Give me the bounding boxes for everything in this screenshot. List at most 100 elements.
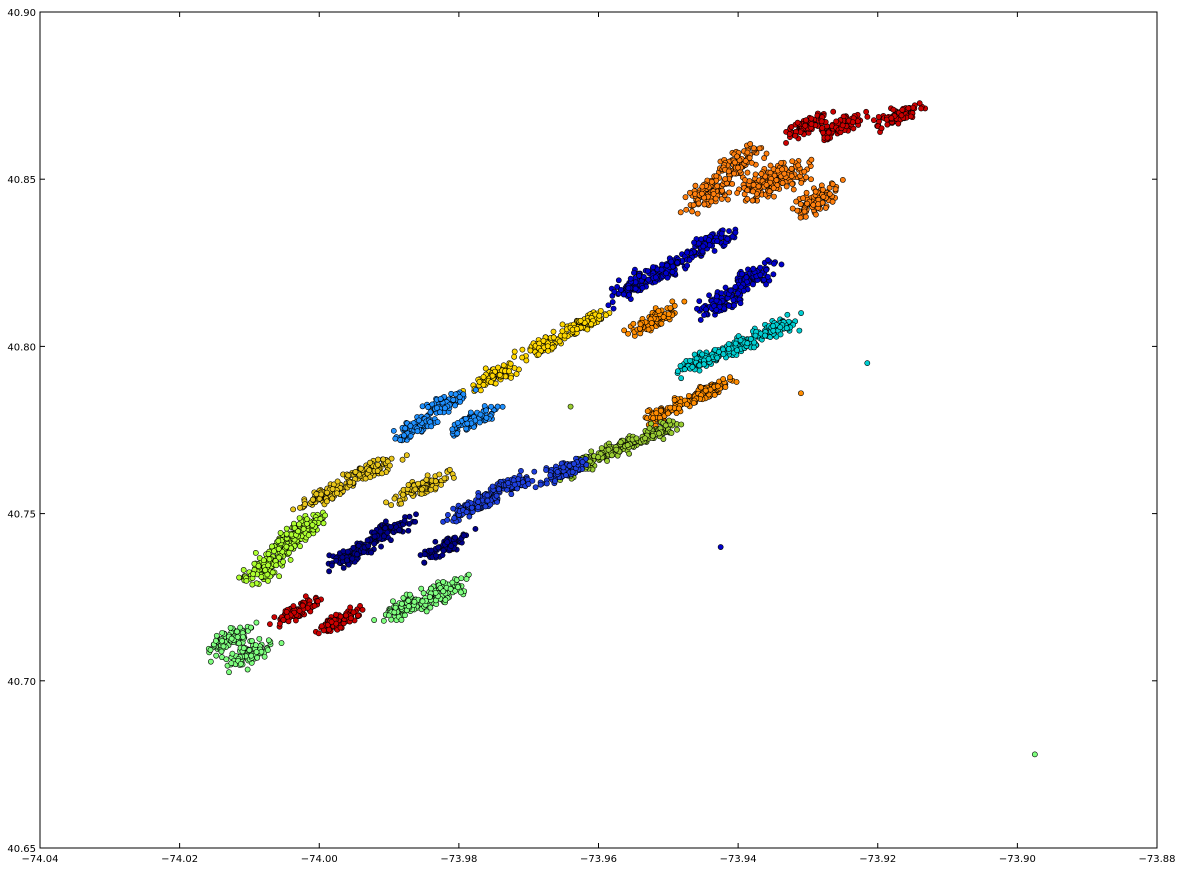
data-point [311, 602, 318, 609]
data-point [314, 598, 321, 605]
data-point [737, 337, 744, 344]
data-point [698, 190, 705, 197]
data-point [825, 129, 832, 136]
data-point [212, 637, 219, 644]
data-point [815, 201, 822, 208]
data-point [691, 239, 697, 246]
data-point [489, 483, 496, 490]
data-point [777, 324, 784, 331]
data-point [689, 364, 696, 370]
data-point [778, 159, 784, 166]
data-point [271, 614, 278, 621]
data-point [371, 617, 378, 623]
data-point [247, 624, 254, 631]
data-point [608, 452, 615, 459]
data-point [309, 522, 316, 528]
data-point [444, 517, 451, 523]
data-point [386, 462, 393, 469]
data-point [750, 188, 756, 195]
data-point [705, 237, 712, 244]
data-point [699, 248, 706, 255]
data-point [255, 563, 262, 569]
data-point [447, 585, 454, 592]
data-point [537, 481, 544, 488]
data-point [783, 183, 790, 190]
data-point [649, 432, 656, 439]
data-point [808, 156, 815, 163]
outlier-point [1031, 751, 1038, 758]
data-point [544, 480, 550, 487]
data-point [703, 306, 709, 313]
data-point [507, 360, 514, 367]
data-point [706, 292, 712, 299]
y-tick-label: 40.90 [7, 8, 36, 19]
data-point [329, 495, 336, 502]
data-point [278, 640, 285, 646]
data-point [276, 573, 283, 580]
data-point [833, 118, 839, 125]
data-point [639, 284, 646, 291]
data-point [437, 409, 443, 416]
data-point [371, 533, 378, 540]
data-point [446, 466, 453, 473]
data-point [275, 538, 282, 544]
data-point [676, 405, 682, 412]
data-point [737, 300, 744, 307]
data-point [830, 108, 837, 115]
data-point [350, 544, 357, 551]
data-point [686, 392, 692, 399]
data-point [701, 312, 707, 318]
data-point [793, 198, 800, 205]
data-point [262, 567, 269, 574]
data-point [396, 527, 403, 534]
data-point [684, 401, 690, 408]
data-point [701, 201, 708, 208]
data-point [588, 448, 595, 455]
data-point [744, 169, 751, 176]
data-point [617, 439, 624, 446]
data-point [694, 305, 700, 312]
data-point [696, 362, 703, 369]
data-point [681, 366, 688, 373]
data-point [646, 425, 653, 432]
data-point [803, 117, 809, 124]
data-point [878, 125, 885, 132]
data-point [731, 302, 738, 309]
data-point [870, 117, 877, 124]
data-point [798, 310, 804, 316]
data-point [432, 589, 439, 596]
data-point [511, 353, 518, 360]
data-point [300, 526, 307, 532]
data-point [734, 290, 741, 297]
data-point [797, 214, 804, 221]
data-point [379, 470, 385, 477]
data-point [549, 344, 556, 351]
data-point [435, 544, 442, 551]
data-point [414, 428, 421, 435]
data-point [399, 456, 406, 463]
data-point [476, 419, 483, 426]
data-point [401, 432, 407, 439]
data-point [297, 504, 303, 511]
data-point [645, 276, 652, 283]
data-point [283, 525, 290, 532]
data-point [899, 106, 906, 113]
data-point [407, 591, 413, 598]
data-point [918, 105, 925, 112]
data-point [577, 317, 584, 324]
data-point [301, 501, 308, 508]
data-point [739, 271, 745, 277]
data-point [694, 210, 701, 217]
data-point [563, 472, 569, 479]
data-point [789, 158, 796, 165]
y-tick-label: 40.80 [7, 342, 36, 353]
data-point [256, 635, 263, 642]
data-point [678, 375, 685, 382]
data-point [378, 543, 384, 550]
data-point [750, 265, 757, 272]
data-point [686, 257, 693, 263]
data-point [432, 484, 439, 491]
data-point [875, 113, 882, 120]
data-point [265, 562, 271, 569]
data-point [645, 326, 652, 333]
